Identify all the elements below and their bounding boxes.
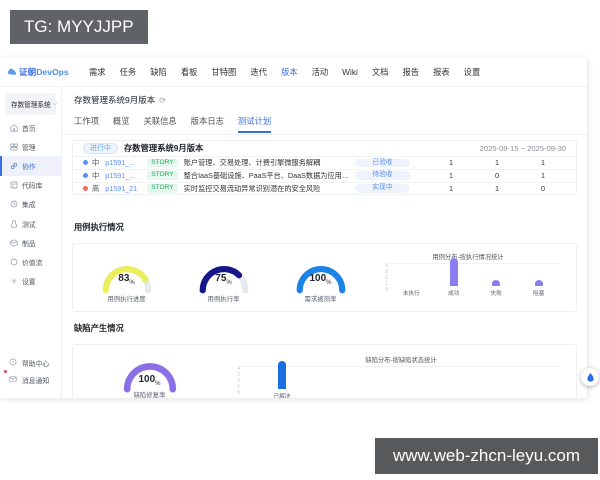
svg-text:?: ? [12,360,15,365]
